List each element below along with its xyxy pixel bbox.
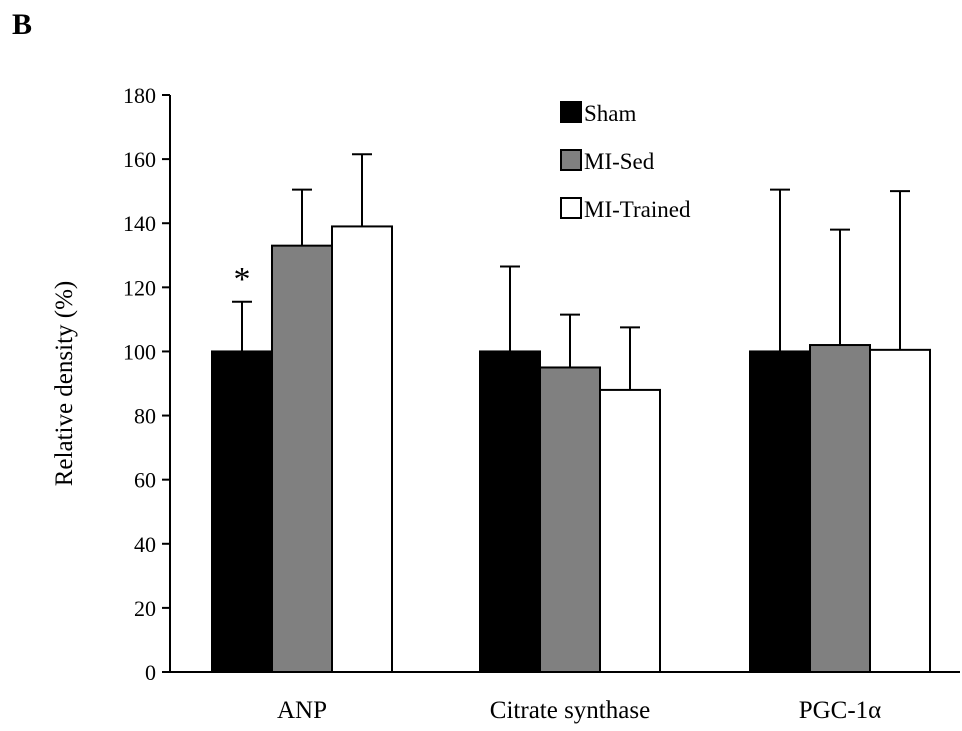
legend-label: Sham: [584, 101, 637, 126]
y-tick-label: 40: [134, 532, 156, 557]
y-tick-label: 100: [123, 339, 156, 364]
bar-sham: [211, 350, 273, 673]
y-axis-title: Relative density (%): [51, 281, 78, 487]
bar-mi-trained: [331, 225, 393, 674]
legend-swatch-sham: [560, 101, 582, 123]
x-category-label: ANP: [277, 697, 327, 724]
y-tick-label: 180: [123, 83, 156, 108]
legend-swatch-mi-trained: [560, 197, 582, 219]
x-category-label: Citrate synthase: [490, 697, 650, 724]
y-tick-label: 140: [123, 211, 156, 236]
y-tick-label: 160: [123, 147, 156, 172]
bar-mi-sed: [539, 366, 601, 673]
bar-mi-trained: [869, 348, 931, 673]
significance-annotation: *: [234, 261, 251, 298]
bar-mi-sed: [809, 344, 871, 673]
y-tick-label: 120: [123, 275, 156, 300]
panel-label: B: [12, 8, 33, 41]
y-tick-label: 80: [134, 404, 156, 429]
x-category-label: PGC-1α: [799, 697, 882, 724]
bar-mi-sed: [271, 244, 333, 674]
legend-swatch-mi-sed: [560, 149, 582, 171]
y-tick-label: 0: [145, 660, 156, 685]
bar-sham: [749, 350, 811, 673]
legend-label: MI-Sed: [584, 149, 655, 174]
y-tick-label: 60: [134, 468, 156, 493]
bar-sham: [479, 350, 541, 673]
bar-mi-trained: [599, 388, 661, 673]
y-tick-label: 20: [134, 596, 156, 621]
legend-label: MI-Trained: [584, 197, 691, 222]
